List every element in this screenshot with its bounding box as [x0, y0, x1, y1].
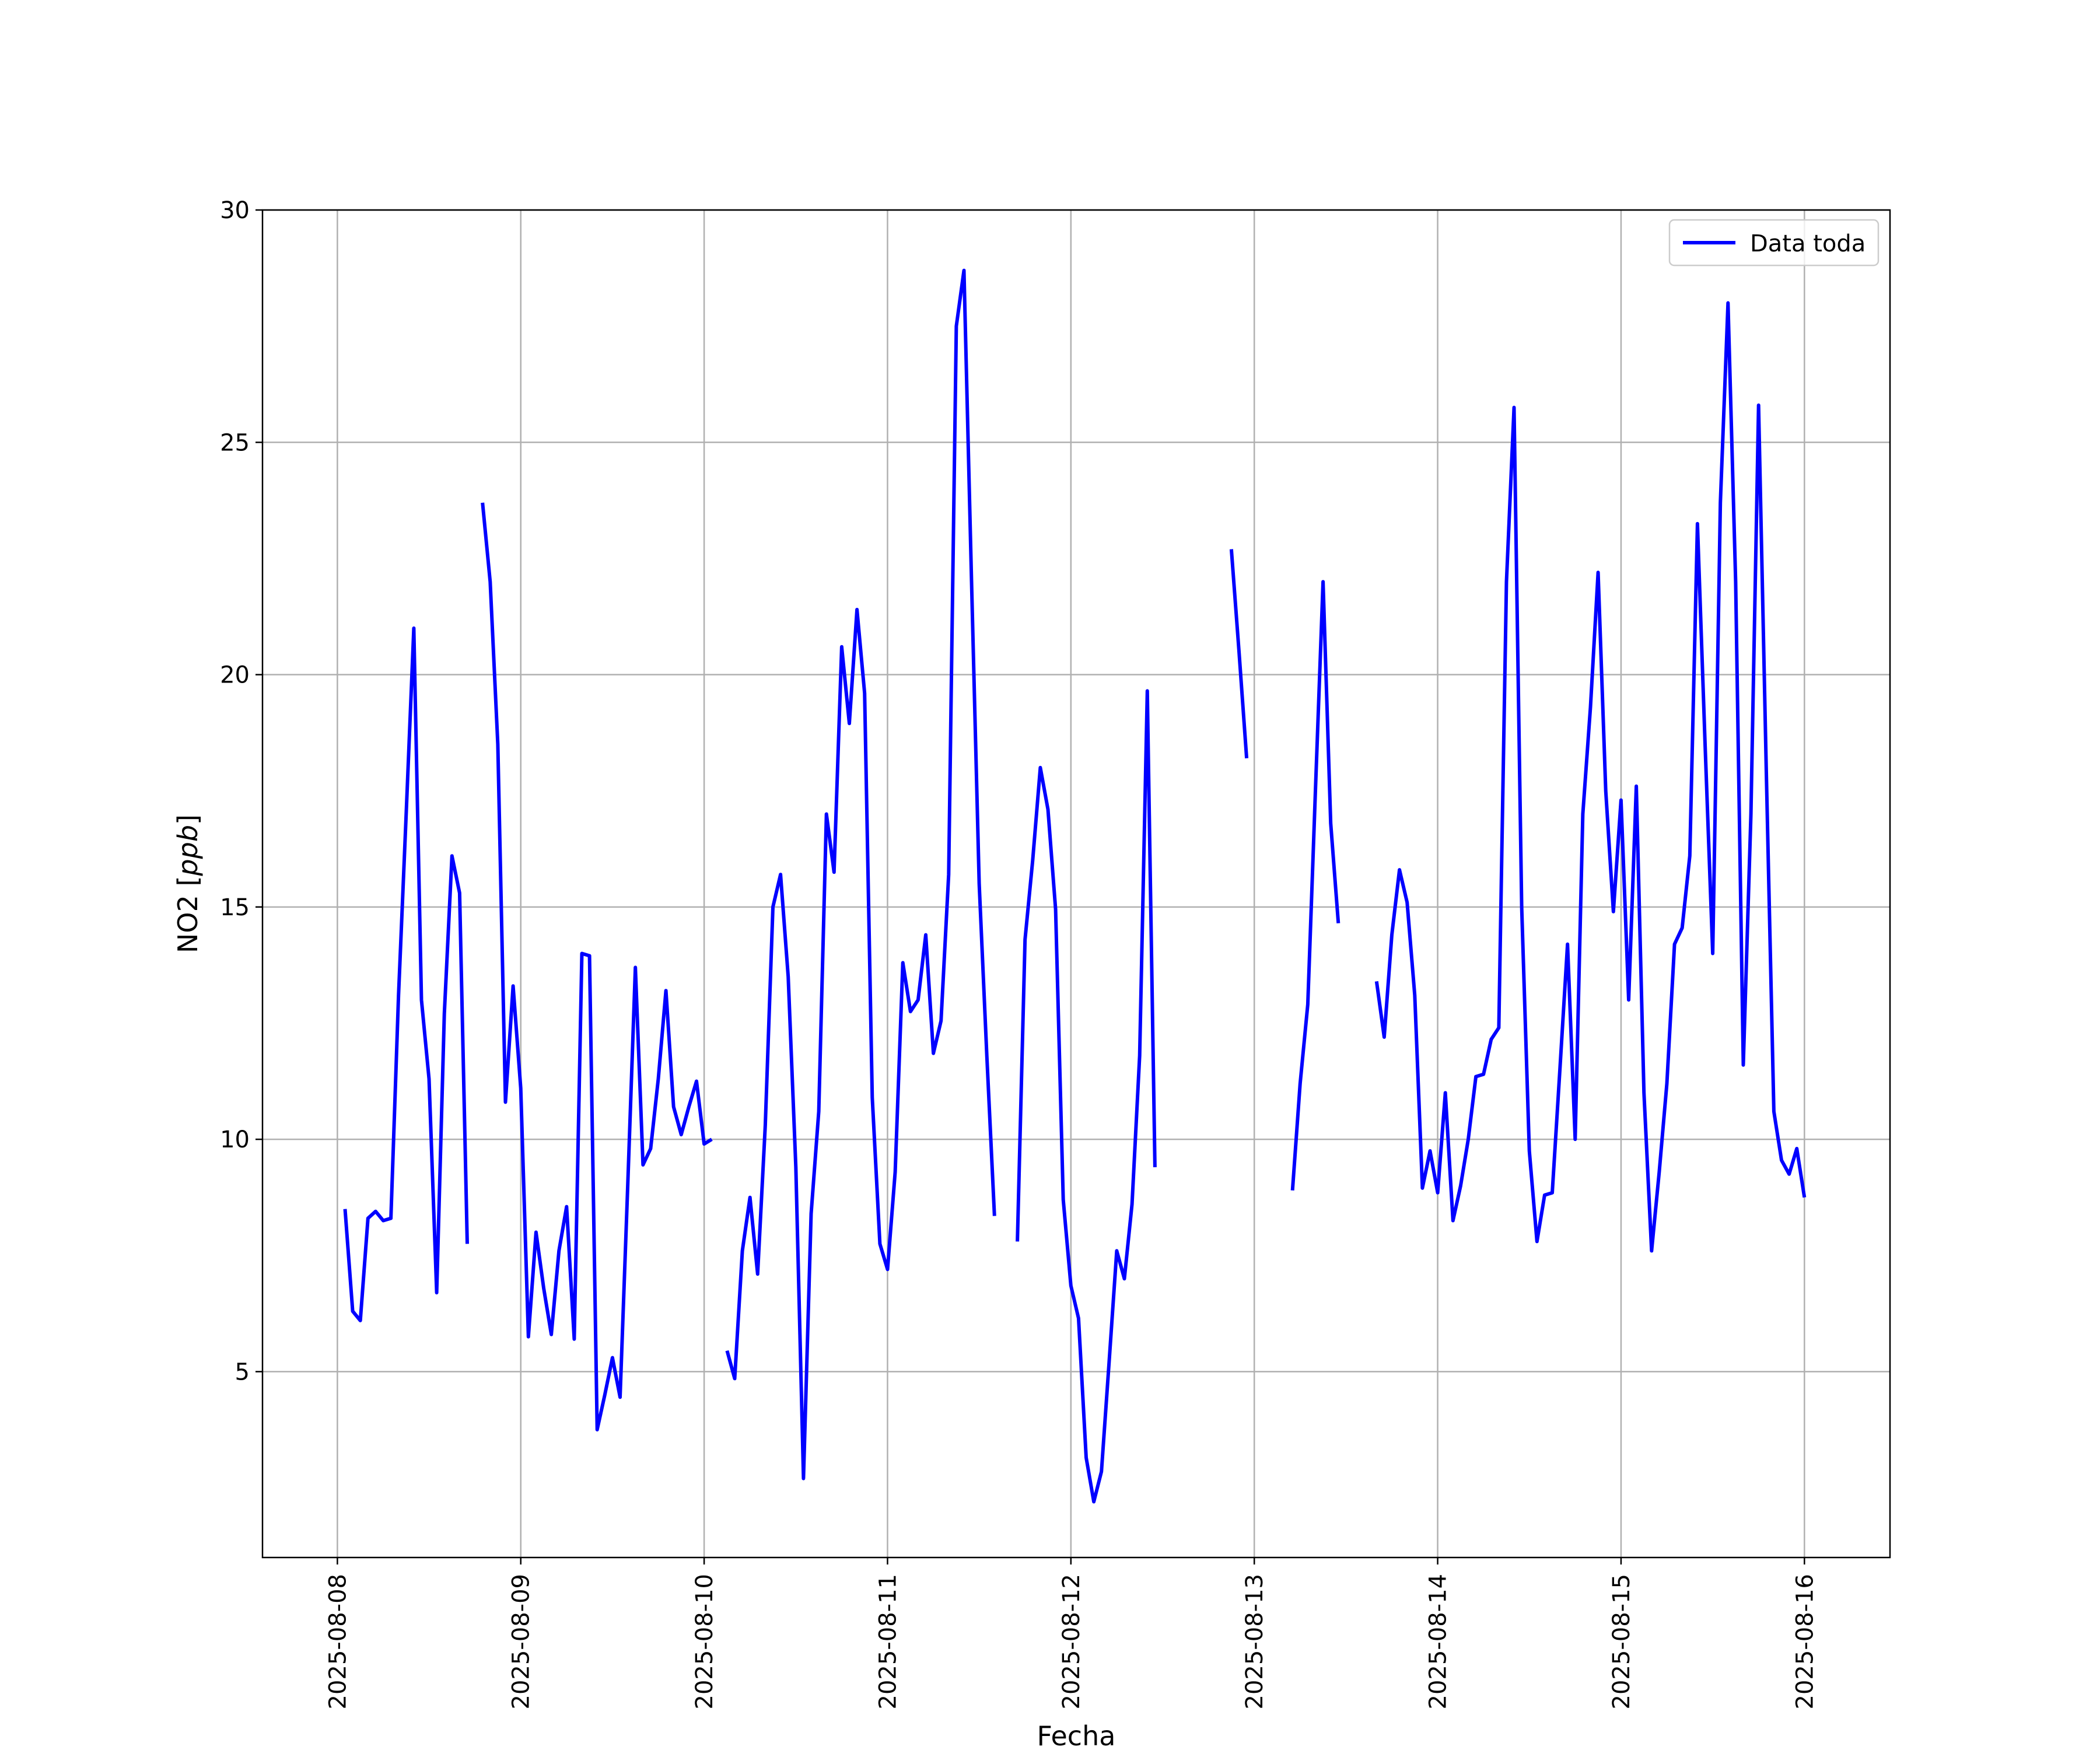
y-axis-label-unit: ppb	[172, 825, 204, 877]
x-tick-label: 2025-08-12	[1058, 1574, 1085, 1709]
series-line-segment	[1229, 549, 1249, 759]
series-line-segment	[725, 268, 996, 1480]
series-line-segment	[481, 502, 713, 1432]
y-tick-label: 15	[220, 894, 250, 921]
x-axis-label: Fecha	[1037, 1720, 1116, 1750]
series-line-segment	[1016, 689, 1157, 1504]
y-tick-label: 10	[220, 1126, 250, 1153]
y-tick-label: 25	[220, 429, 250, 456]
x-tick-label: 2025-08-16	[1791, 1574, 1818, 1709]
x-tick-label: 2025-08-14	[1425, 1574, 1452, 1709]
series-line-segment	[1374, 301, 1807, 1253]
x-tick-label: 2025-08-11	[874, 1574, 901, 1709]
y-axis-ticks: 5 10 15 20 25 30	[220, 197, 262, 1385]
legend: Data toda	[1668, 219, 1880, 267]
series-layer	[343, 268, 1807, 1504]
y-tick-label: 5	[235, 1359, 250, 1385]
x-tick-label: 2025-08-10	[691, 1574, 718, 1709]
y-tick-label: 30	[220, 197, 250, 224]
x-tick-label: 2025-08-15	[1608, 1574, 1635, 1709]
y-axis-label-close: ]	[172, 814, 204, 825]
x-tick-label: 2025-08-13	[1241, 1574, 1268, 1709]
x-tick-label: 2025-08-09	[508, 1574, 535, 1709]
y-tick-label: 20	[220, 662, 250, 689]
series-line-segment	[343, 626, 469, 1322]
grid-lines	[262, 209, 1890, 1558]
series-line-segment	[1290, 580, 1340, 1191]
x-tick-label: 2025-08-08	[324, 1574, 351, 1709]
legend-box	[1668, 219, 1880, 267]
y-axis-label: NO2 [ppb]	[172, 814, 204, 953]
plot-area-frame	[261, 209, 1891, 1559]
legend-label: Data toda	[1750, 230, 1866, 257]
x-axis-ticks: 2025-08-08 2025-08-09 2025-08-10 2025-08-11…	[324, 1558, 1818, 1709]
y-axis-label-main: NO2 [	[172, 876, 204, 953]
